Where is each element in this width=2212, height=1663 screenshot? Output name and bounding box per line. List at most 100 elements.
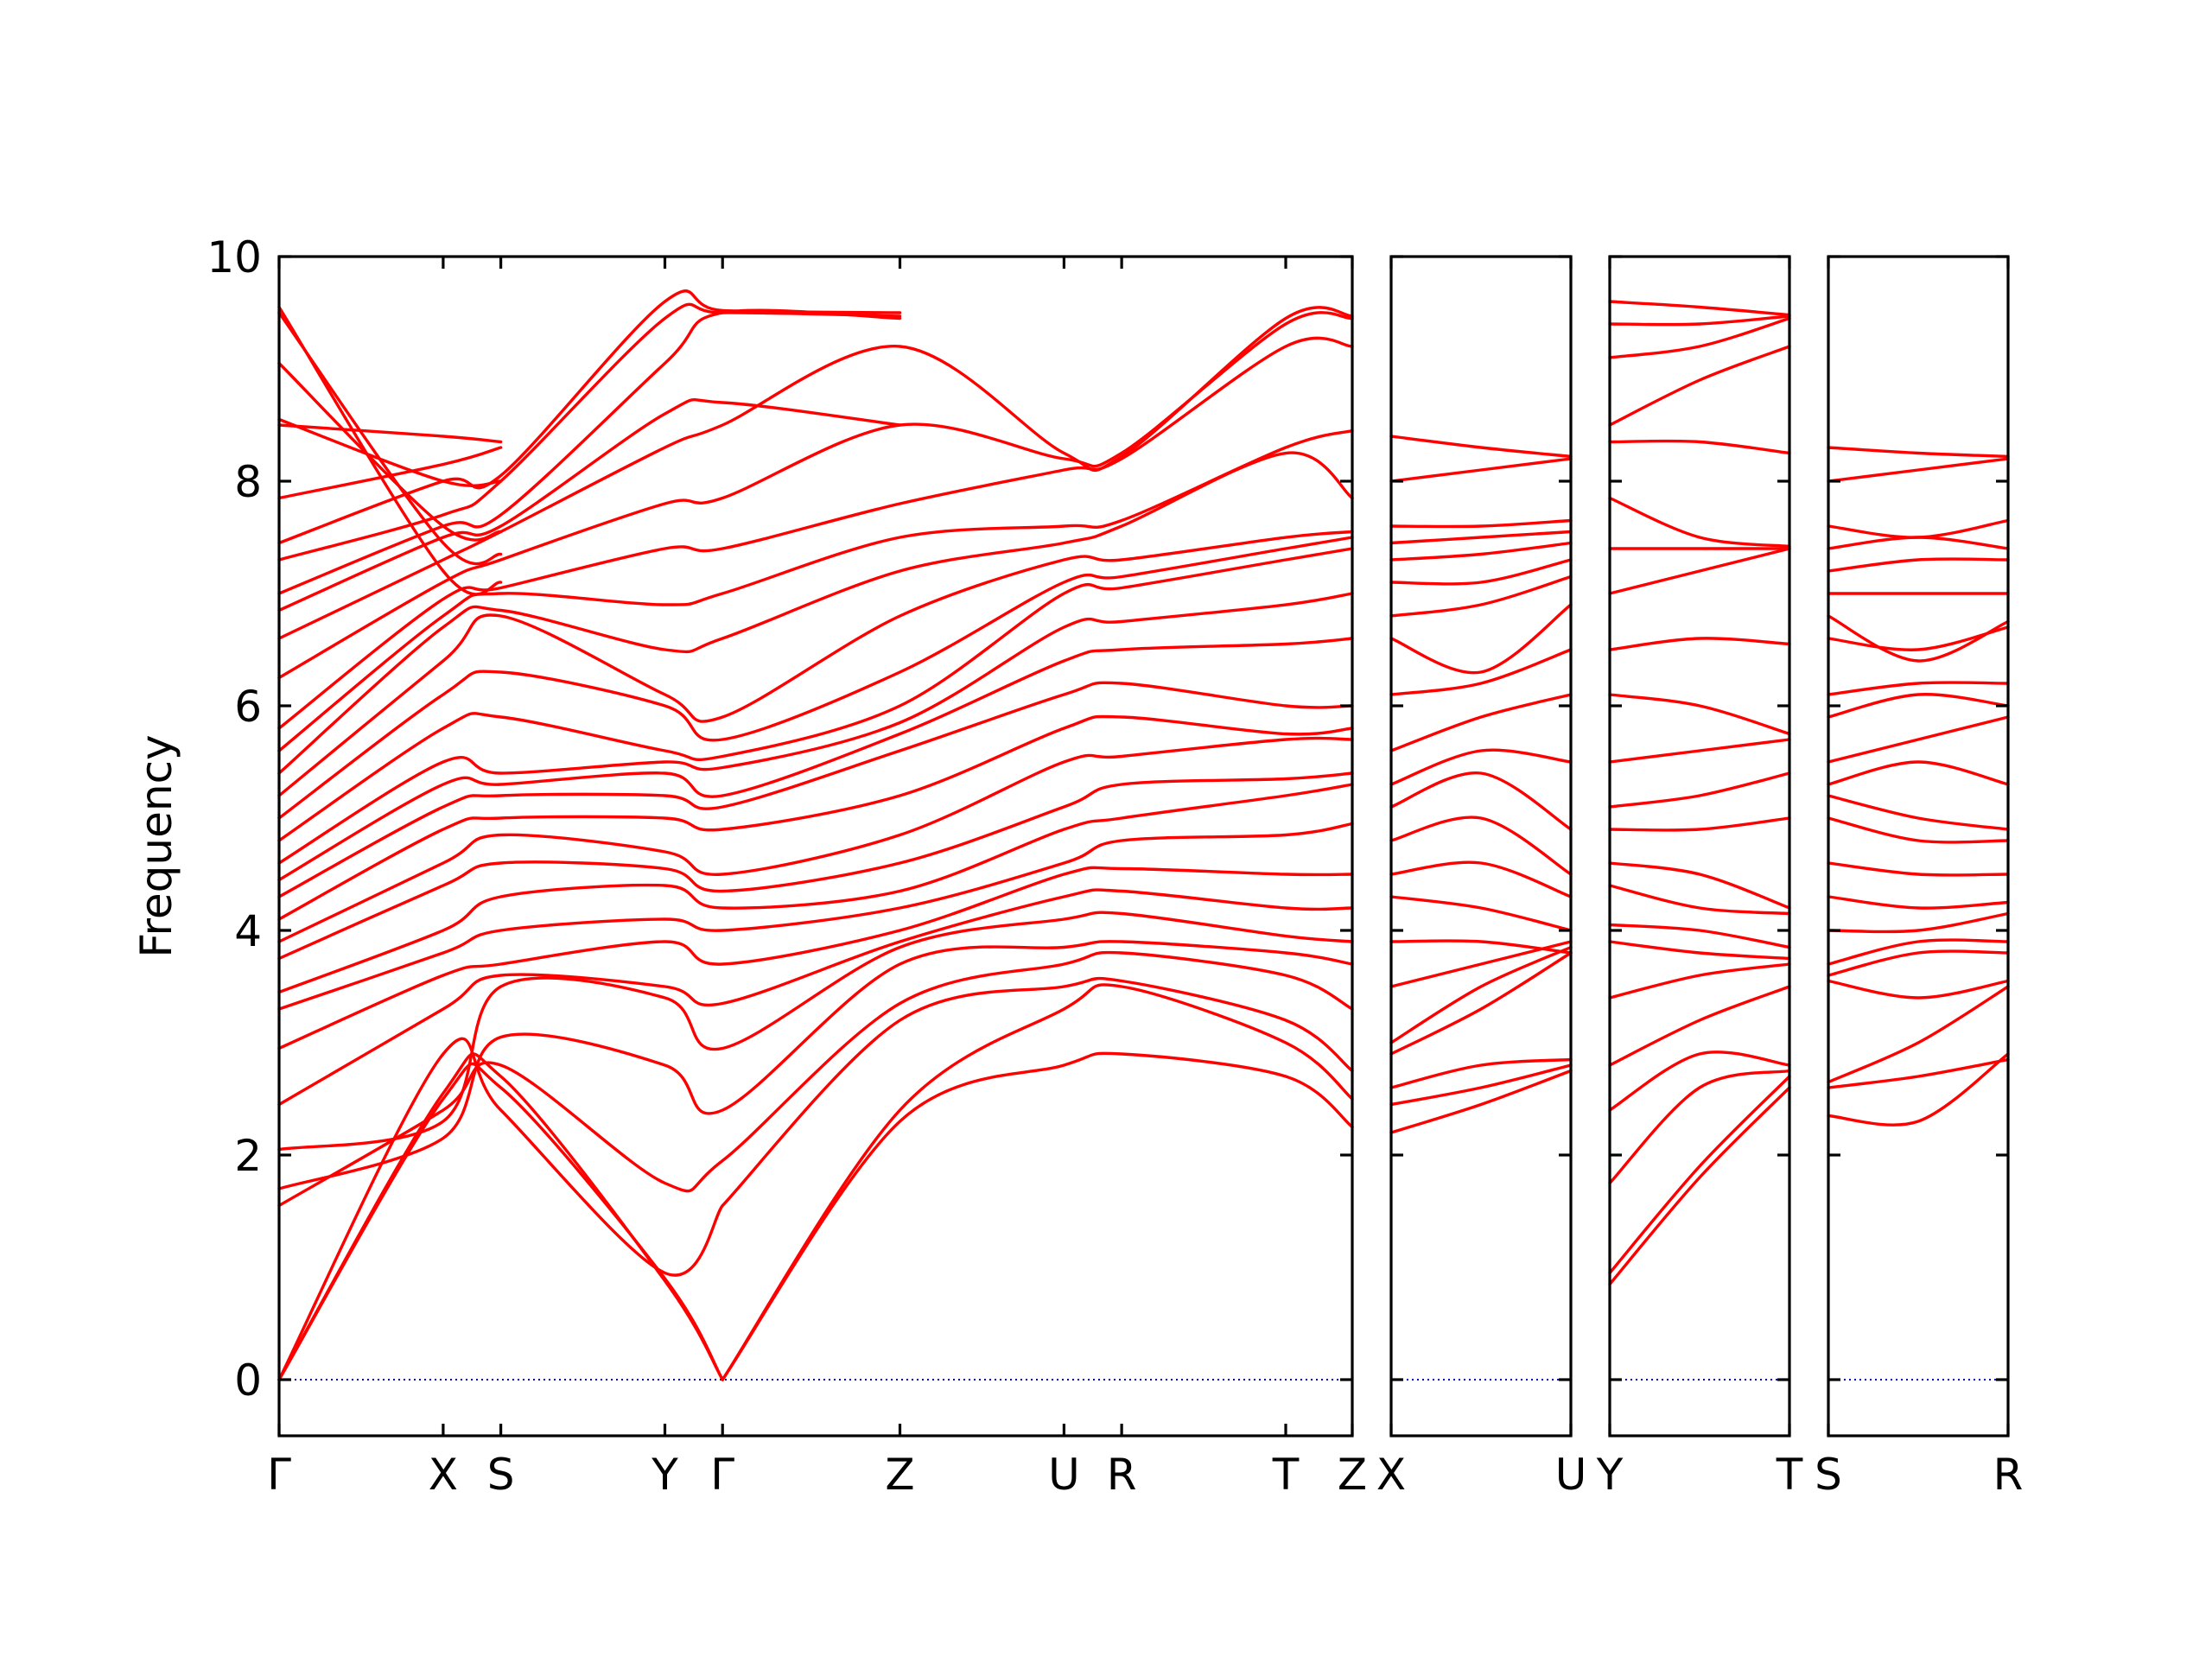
phonon-band-3-19: [1608, 439, 1791, 455]
phonon-band-3-20: [1608, 345, 1791, 427]
phonon-band-1-2: [277, 1052, 724, 1381]
phonon-band-4-1: [1827, 1052, 2010, 1127]
panel-frame-3: [1608, 255, 1791, 1438]
phonon-band-4-14: [1827, 693, 2010, 719]
phonon-band-4-12: [1827, 760, 2010, 786]
panel-frame-1: [277, 255, 1354, 1438]
phonon-band-2-3: [1389, 1057, 1573, 1089]
phonon-band-1-7: [277, 950, 1354, 1208]
x-tick-label-2-2: U: [1555, 1450, 1587, 1500]
phonon-band-3-13: [1608, 738, 1791, 764]
phonon-band-4-9: [1827, 861, 2010, 877]
phonon-band-2-22: [1389, 435, 1573, 459]
phonon-band-2-17: [1389, 558, 1573, 586]
phonon-band-1-5: [721, 983, 1354, 1381]
x-tick-label-4-1: S: [1815, 1450, 1842, 1500]
phonon-band-4-20: [1827, 536, 2010, 550]
x-tick-label-1-10: Z: [1338, 1450, 1367, 1500]
phonon-band-1-35: [277, 361, 503, 542]
phonon-band-3-8: [1608, 923, 1791, 949]
x-tick-label-3-2: T: [1776, 1450, 1803, 1500]
phonon-band-1-13: [277, 783, 1354, 994]
x-tick-label-1-8: R: [1107, 1450, 1137, 1500]
phonon-band-1-28: [277, 397, 902, 613]
phonon-band-2-10: [1389, 816, 1573, 876]
phonon-band-3-5: [1608, 985, 1791, 1067]
panel-frame-4: [1827, 255, 2010, 1438]
phonon-band-1-20: [277, 547, 1354, 842]
phonon-band-3-1: [1608, 1086, 1791, 1286]
phonon-band-2-6: [1389, 940, 1573, 988]
phonon-band-4-8: [1827, 895, 2010, 910]
phonon-band-2-8: [1389, 895, 1573, 932]
phonon-band-1-33: [277, 423, 503, 444]
phonon-band-3-12: [1608, 771, 1791, 809]
phonon-band-1-23: [277, 451, 1354, 775]
phonon-band-1-34: [277, 417, 503, 487]
phonon-band-1-29: [277, 308, 902, 595]
phonon-band-2-19: [1389, 530, 1573, 545]
phonon-band-1-18: [277, 637, 1354, 882]
phonon-band-3-9: [1608, 884, 1791, 916]
phonon-band-1-4: [721, 1051, 1354, 1381]
phonon-band-3-10: [1608, 861, 1791, 910]
phonon-band-4-13: [1827, 715, 2010, 764]
phonon-band-1-22: [277, 530, 1354, 797]
x-tick-label-1-9: T: [1272, 1450, 1300, 1500]
x-tick-label-1-6: Z: [885, 1450, 914, 1500]
phonon-band-3-15: [1608, 637, 1791, 651]
phonon-band-1-27: [277, 306, 1354, 640]
phonon-band-3-7: [1608, 940, 1791, 961]
phonon-band-2-12: [1389, 748, 1573, 786]
phonon-band-1-25: [277, 336, 1354, 730]
phonon-band-4-5: [1827, 949, 2010, 977]
phonon-band-2-15: [1389, 603, 1573, 675]
phonon-band-1-15: [277, 736, 1354, 943]
phonon-band-1-37: [277, 305, 503, 596]
phonon-band-1-30: [277, 302, 902, 562]
phonon-band-3-11: [1608, 816, 1791, 832]
x-tick-label-1-7: U: [1048, 1450, 1080, 1500]
phonon-band-4-10: [1827, 816, 2010, 844]
phonon-band-3-21: [1608, 316, 1791, 359]
phonon-band-4-23: [1827, 446, 2010, 459]
phonon-band-1-31: [277, 289, 902, 545]
x-tick-label-2-1: X: [1376, 1450, 1406, 1500]
phonon-band-2-21: [1389, 457, 1573, 483]
panel-frame-2: [1389, 255, 1573, 1438]
phonon-band-1-26: [277, 311, 1354, 680]
phonon-band-2-1: [1389, 1069, 1573, 1134]
phonon-band-4-17: [1827, 614, 2010, 663]
phonon-band-4-3: [1827, 985, 2010, 1084]
y-tick-label-2: 2: [234, 1131, 262, 1181]
phonon-band-3-3: [1608, 1069, 1791, 1185]
phonon-band-4-2: [1827, 1057, 2010, 1089]
x-tick-label-4-2: R: [1993, 1450, 2024, 1500]
phonon-band-1-10: [277, 888, 1354, 1107]
phonon-band-4-21: [1827, 518, 2010, 539]
phonon-band-2-2: [1389, 1063, 1573, 1107]
phonon-band-3-16: [1608, 547, 1791, 595]
phonon-band-1-17: [277, 681, 1354, 898]
phonon-band-1-11: [277, 866, 1354, 1050]
phonon-band-1-14: [277, 771, 1354, 961]
x-tick-label-1-5: Γ: [710, 1450, 734, 1500]
y-tick-label-1: 0: [234, 1355, 262, 1406]
phonon-band-3-4: [1608, 1050, 1791, 1112]
phonon-band-4-4: [1827, 979, 2010, 1000]
y-tick-label-3: 4: [234, 906, 262, 956]
phonon-band-3-2: [1608, 1075, 1791, 1275]
phonon-band-1-32: [277, 446, 503, 500]
phonon-band-2-5: [1389, 945, 1573, 1044]
x-tick-label-1-3: S: [487, 1450, 515, 1500]
phonon-band-3-14: [1608, 693, 1791, 736]
phonon-band-1-6: [721, 976, 1354, 1208]
y-axis-label: Frequency: [131, 734, 181, 957]
phonon-band-2-11: [1389, 771, 1573, 831]
phonon-band-1-21: [277, 536, 1354, 820]
phonon-band-3-23: [1608, 300, 1791, 317]
phonon-band-1-3: [277, 1037, 724, 1381]
phonon-band-1-16: [277, 714, 1354, 921]
